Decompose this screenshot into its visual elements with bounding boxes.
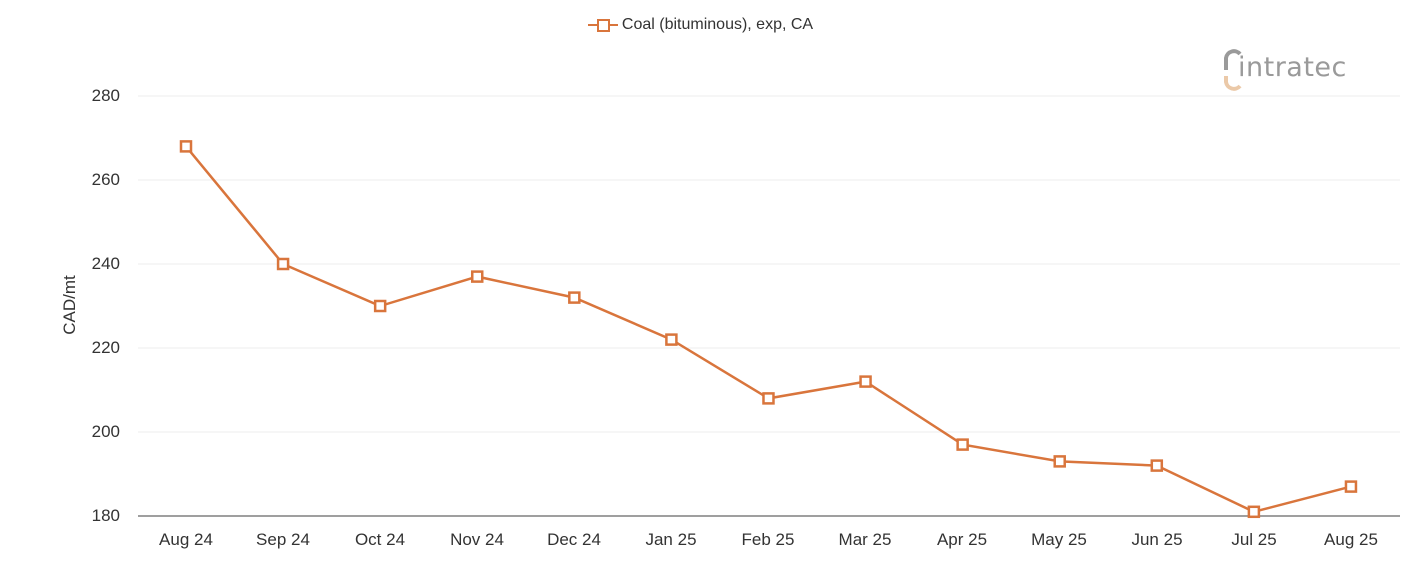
x-tick: Jun 25 [1131, 530, 1183, 549]
chart-legend: Coal (bituminous), exp, CA [0, 16, 1401, 34]
data-point-marker[interactable] [179, 140, 193, 153]
logo-mark-icon [1224, 49, 1242, 91]
x-tick: Jul 25 [1231, 530, 1277, 549]
x-tick: Nov 24 [450, 530, 504, 549]
y-tick: 220 [91, 338, 120, 357]
y-tick: 240 [91, 254, 120, 273]
data-point-marker[interactable] [1053, 455, 1066, 468]
y-tick: 200 [91, 422, 120, 441]
legend-square-marker-icon [587, 18, 618, 32]
data-point-marker[interactable] [1150, 459, 1164, 472]
intratec-logo: intratec [1222, 44, 1372, 94]
data-point-marker[interactable] [1344, 480, 1358, 493]
data-point-marker[interactable] [276, 257, 290, 271]
y-tick: 260 [91, 170, 120, 189]
x-tick: May 25 [1031, 530, 1087, 549]
gridlines [138, 95, 1400, 433]
data-point-marker[interactable] [665, 333, 678, 346]
x-tick: Dec 24 [547, 530, 601, 549]
y-tick: 180 [91, 506, 120, 525]
x-tick: Mar 25 [838, 530, 892, 549]
data-point-marker[interactable] [1247, 505, 1261, 519]
series-line [185, 145, 1352, 514]
x-tick: Aug 25 [1324, 530, 1378, 549]
x-tick: Apr 25 [936, 530, 988, 549]
x-tick: Aug 24 [159, 530, 213, 549]
x-tick: Jan 25 [645, 530, 697, 549]
legend-label[interactable]: Coal (bituminous), exp, CA [621, 16, 814, 33]
y-tick: 280 [91, 86, 120, 105]
data-point-marker[interactable] [373, 299, 387, 313]
x-tick: Oct 24 [354, 530, 406, 549]
data-point-marker[interactable] [762, 392, 775, 405]
data-point-marker[interactable] [956, 438, 969, 451]
data-point-marker[interactable] [568, 291, 581, 304]
data-point-marker[interactable] [859, 375, 872, 388]
data-point-marker[interactable] [470, 270, 484, 283]
x-tick: Feb 25 [741, 530, 795, 549]
series-markers [179, 140, 1358, 519]
logo-text: intratec [1238, 52, 1347, 83]
x-tick: Sep 24 [256, 530, 310, 549]
